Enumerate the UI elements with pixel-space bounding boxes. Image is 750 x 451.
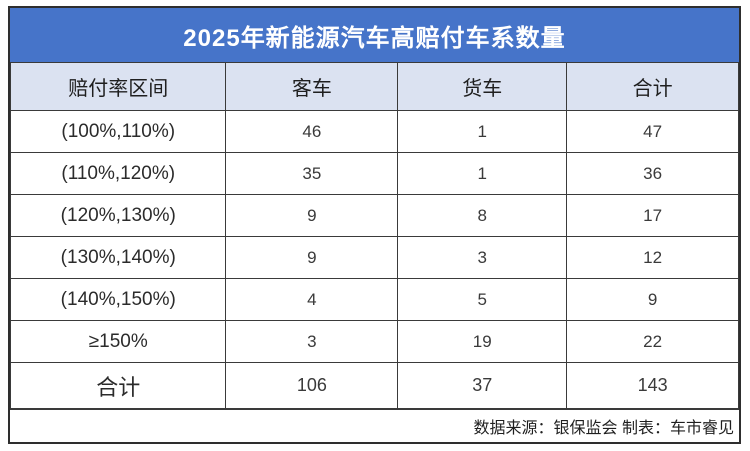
- cell-total-count: 22: [566, 320, 739, 363]
- cell-bus-count: 3: [225, 320, 399, 363]
- cell-truck-count: 1: [397, 152, 568, 195]
- cell-bus-count: 4: [225, 278, 399, 321]
- row-label: (130%,140%): [9, 236, 227, 279]
- cell-truck-count: 8: [397, 194, 568, 237]
- column-header-total: 合计: [566, 62, 739, 111]
- cell-total-count: 17: [566, 194, 739, 237]
- column-header-bus: 客车: [225, 62, 399, 111]
- row-label: (110%,120%): [9, 152, 227, 195]
- statistics-table: 2025年新能源汽车高赔付车系数量 赔付率区间 客车 货车 合计 (100%,1…: [8, 6, 741, 444]
- row-label: (120%,130%): [9, 194, 227, 237]
- cell-bus-total: 106: [225, 362, 399, 409]
- table-row: ≥150% 3 19 22: [9, 320, 739, 363]
- table-row: (100%,110%) 46 1 47: [9, 110, 739, 153]
- cell-total-count: 9: [566, 278, 739, 321]
- column-header-truck: 货车: [397, 62, 568, 111]
- cell-grand-total: 143: [566, 362, 739, 409]
- cell-total-count: 36: [566, 152, 739, 195]
- header-row: 赔付率区间 客车 货车 合计: [9, 62, 739, 111]
- table-row: (120%,130%) 9 8 17: [9, 194, 739, 237]
- table-row: (130%,140%) 9 3 12: [9, 236, 739, 279]
- row-label: (100%,110%): [9, 110, 227, 153]
- cell-total-count: 12: [566, 236, 739, 279]
- row-label: ≥150%: [9, 320, 227, 363]
- table-row: (110%,120%) 35 1 36: [9, 152, 739, 195]
- total-row-label: 合计: [9, 362, 227, 409]
- cell-bus-count: 9: [225, 236, 399, 279]
- source-credit: 数据来源：银保监会 制表：车市睿见: [10, 409, 739, 441]
- cell-truck-total: 37: [397, 362, 568, 409]
- cell-truck-count: 1: [397, 110, 568, 153]
- claims-data-table: 赔付率区间 客车 货车 合计 (100%,110%) 46 1 47 (110%…: [9, 62, 739, 409]
- cell-bus-count: 46: [225, 110, 399, 153]
- cell-truck-count: 3: [397, 236, 568, 279]
- table-title: 2025年新能源汽车高赔付车系数量: [10, 8, 739, 62]
- column-header-ratio-range: 赔付率区间: [9, 62, 227, 111]
- cell-bus-count: 35: [225, 152, 399, 195]
- cell-total-count: 47: [566, 110, 739, 153]
- table-row: (140%,150%) 4 5 9: [9, 278, 739, 321]
- table-total-row: 合计 106 37 143: [9, 362, 739, 409]
- cell-truck-count: 5: [397, 278, 568, 321]
- row-label: (140%,150%): [9, 278, 227, 321]
- cell-truck-count: 19: [397, 320, 568, 363]
- cell-bus-count: 9: [225, 194, 399, 237]
